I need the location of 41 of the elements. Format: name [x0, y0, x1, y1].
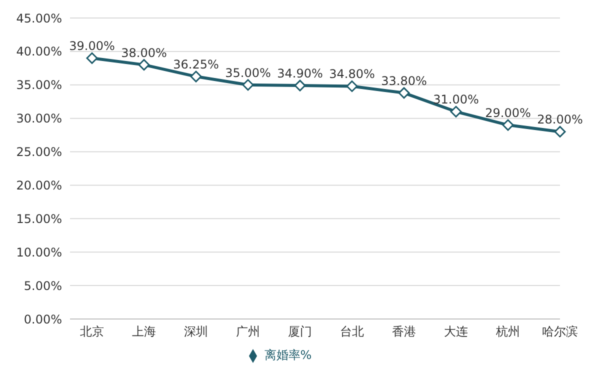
y-tick-label: 15.00%: [16, 212, 62, 226]
point: [398, 87, 410, 99]
point: [86, 52, 98, 64]
point: [242, 79, 254, 91]
data-label: 39.00%: [69, 39, 115, 54]
legend-label: 离婚率%: [264, 348, 312, 362]
data-label: 31.00%: [433, 92, 479, 107]
x-tick-label: 哈尔滨: [542, 324, 578, 339]
data-label: 33.80%: [381, 74, 427, 88]
x-tick-label: 杭州: [495, 324, 520, 339]
y-tick-label: 20.00%: [16, 178, 62, 192]
data-label: 29.00%: [485, 106, 531, 120]
y-tick-label: 5.00%: [24, 278, 62, 293]
point: [138, 59, 150, 71]
data-label: 34.80%: [329, 67, 375, 82]
x-tick-label: 大连: [444, 324, 468, 339]
point: [346, 80, 358, 92]
x-tick-label: 深圳: [184, 324, 208, 339]
y-tick-label: 0.00%: [24, 312, 62, 326]
x-tick-label: 北京: [80, 324, 104, 339]
data-label: 38.00%: [121, 46, 167, 60]
x-tick-label: 香港: [392, 324, 416, 339]
data-label: 36.25%: [173, 58, 219, 72]
y-tick-label: 35.00%: [16, 78, 62, 92]
x-tick-label: 广州: [236, 324, 260, 339]
data-label: 34.90%: [277, 66, 323, 81]
y-tick-label: 10.00%: [16, 245, 62, 260]
point: [190, 70, 202, 82]
point: [294, 80, 306, 92]
data-label: 28.00%: [537, 112, 583, 127]
y-tick-label: 40.00%: [16, 44, 62, 59]
x-tick-label: 台北: [340, 324, 364, 339]
y-tick-label: 30.00%: [16, 112, 62, 126]
data-label: 35.00%: [225, 66, 271, 80]
point: [502, 119, 514, 131]
x-tick-label: 上海: [132, 324, 156, 339]
point: [450, 106, 462, 118]
y-tick-label: 45.00%: [16, 11, 62, 26]
point: [554, 126, 566, 138]
y-tick-label: 25.00%: [16, 145, 62, 160]
x-tick-label: 厦门: [288, 324, 312, 339]
